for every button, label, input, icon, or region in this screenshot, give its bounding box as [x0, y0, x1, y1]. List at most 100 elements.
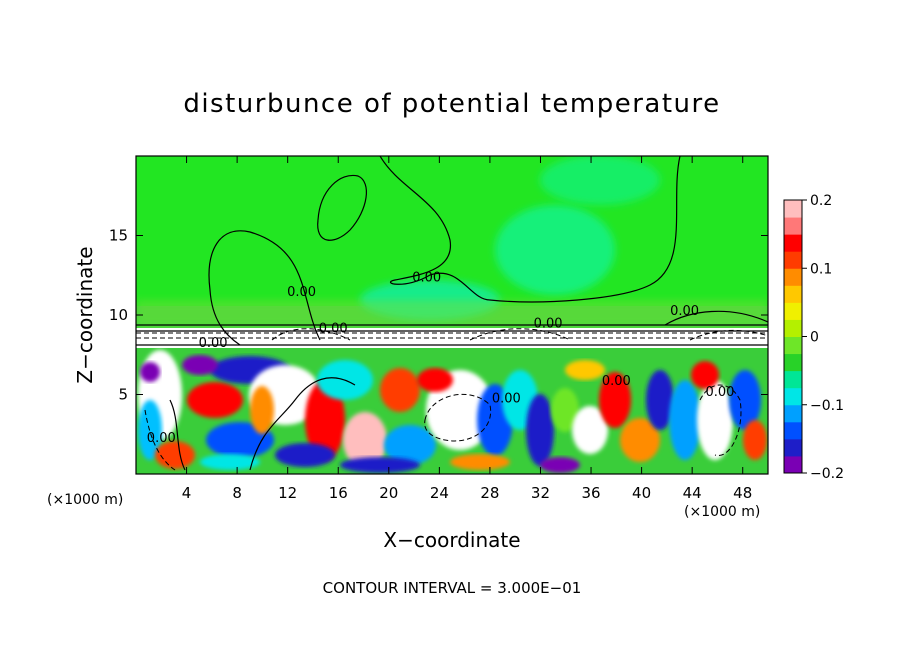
plot-area: 0.000.000.000.000.000.000.000.000.000.00… [109, 155, 769, 502]
colorbar-cell [784, 302, 802, 320]
colorbar-cell [784, 353, 802, 372]
turbulence-blob [743, 420, 767, 460]
turbulence-blob [343, 412, 387, 468]
x-tick-label: 4 [182, 484, 192, 502]
turbulence-blob [620, 418, 660, 462]
x-tick-label: 36 [581, 484, 600, 502]
turbulence-blob [526, 394, 554, 466]
turbulence-blob [450, 454, 510, 470]
contour-label: 0.00 [602, 374, 631, 389]
turbulence-blob [140, 362, 160, 382]
colorbar-tick-label: 0.2 [810, 193, 832, 209]
y-tick-label: 15 [109, 227, 128, 245]
x-tick-label: 28 [480, 484, 499, 502]
colorbar-cell [784, 404, 802, 423]
turbulence-blob [565, 360, 605, 380]
colorbar-cell [784, 370, 802, 389]
colorbar: 0.2 0.1 0 −0.1 −0.2 [783, 193, 844, 482]
chart-title: disturbunce of potential temperature [183, 89, 720, 119]
turbulence-blob [572, 406, 608, 454]
y-tick-label: 10 [109, 306, 128, 324]
turbulence-blob [691, 361, 719, 389]
contour-labels: 0.00 0.00 0.00 0.00 0.00 0.00 0.00 0.00 0.00 0.00 [147, 271, 735, 447]
contour-label: 0.00 [670, 304, 699, 319]
turbulence-blob [200, 454, 260, 470]
contour-label: 0.00 [412, 271, 441, 286]
turbulence-blob [182, 355, 218, 375]
colorbar-tick-label: −0.1 [810, 398, 844, 414]
turbulence-blob [729, 370, 761, 430]
turbulence-blob [380, 368, 420, 412]
contour-label: 0.00 [147, 431, 176, 446]
contour-line [664, 310, 768, 326]
colorbar-cell [784, 455, 802, 474]
colorbar-tick-label: 0 [810, 330, 819, 346]
colorbar-tick-label: 0.1 [810, 261, 832, 277]
turbulence-blob [187, 382, 243, 418]
contour-label: 0.00 [199, 336, 228, 351]
colorbar-cell [784, 421, 802, 440]
turbulence-blob [540, 457, 580, 473]
contour-line [169, 399, 186, 471]
contour-label: 0.00 [534, 317, 563, 332]
contour-label: 0.00 [705, 385, 734, 400]
contour-line [208, 230, 321, 346]
turbulence-blob [340, 457, 420, 473]
contour-lines [136, 156, 768, 471]
x-unit-left: (×1000 m) [47, 492, 123, 508]
cool-patch [495, 205, 615, 295]
contour-line [379, 156, 681, 303]
colorbar-cell [784, 336, 802, 355]
contour-interval-note: CONTOUR INTERVAL = 3.000E−01 [323, 579, 582, 597]
contour-line-negative [271, 328, 351, 341]
contour-line-negative [144, 409, 176, 471]
turbulence-blob [384, 425, 436, 465]
cool-patch [540, 156, 660, 205]
contour-line-negative [689, 329, 768, 341]
x-unit-right: (×1000 m) [684, 504, 760, 520]
turbulence-blob [599, 372, 631, 428]
colorbar-cell [784, 387, 802, 406]
turbulence-blob [275, 443, 335, 467]
colorbar-cell [784, 319, 802, 337]
x-axis-label: X−coordinate [383, 528, 520, 552]
x-tick-label: 40 [632, 484, 651, 502]
colorbar-tick-label: −0.2 [810, 466, 844, 482]
turbulence-blob [551, 388, 579, 432]
contour-line [317, 174, 367, 241]
contour-label: 0.00 [287, 285, 316, 300]
contour-line-negative [469, 328, 571, 341]
colorbar-cell [784, 217, 802, 235]
colorbar-cell [784, 234, 802, 252]
contour-line-negative [699, 384, 742, 456]
turbulence-blob [250, 386, 274, 434]
x-tick-label: 20 [379, 484, 398, 502]
x-tick-label: 12 [278, 484, 297, 502]
contour-line [249, 377, 356, 471]
colorbar-cell [784, 285, 802, 303]
colorbar-cell [784, 268, 802, 286]
colorbar-cell [784, 200, 802, 218]
x-tick-label: 8 [232, 484, 242, 502]
turbulence-blob [669, 380, 701, 460]
turbulence-blob [646, 370, 674, 430]
warm-band [136, 300, 768, 328]
y-axis-label: Z−coordinate [73, 246, 97, 383]
colorbar-cell [784, 251, 802, 269]
turbulence-blob [697, 380, 733, 460]
colorbar-cell [784, 438, 802, 457]
x-tick-label: 24 [430, 484, 449, 502]
contour-label: 0.00 [319, 321, 348, 336]
contour-line-negative [424, 393, 492, 442]
x-tick-label: 16 [329, 484, 348, 502]
turbulence-blob [417, 368, 453, 392]
x-tick-label: 48 [733, 484, 752, 502]
contour-label: 0.00 [492, 391, 521, 406]
y-tick-label: 5 [118, 386, 128, 404]
x-axis-ticks: 4 8 12 16 20 24 28 32 36 40 44 48 [182, 156, 752, 502]
x-tick-label: 32 [531, 484, 550, 502]
y-axis-ticks: 5 10 15 [109, 227, 768, 404]
turbulence-blob [305, 380, 345, 460]
x-tick-label: 44 [683, 484, 702, 502]
